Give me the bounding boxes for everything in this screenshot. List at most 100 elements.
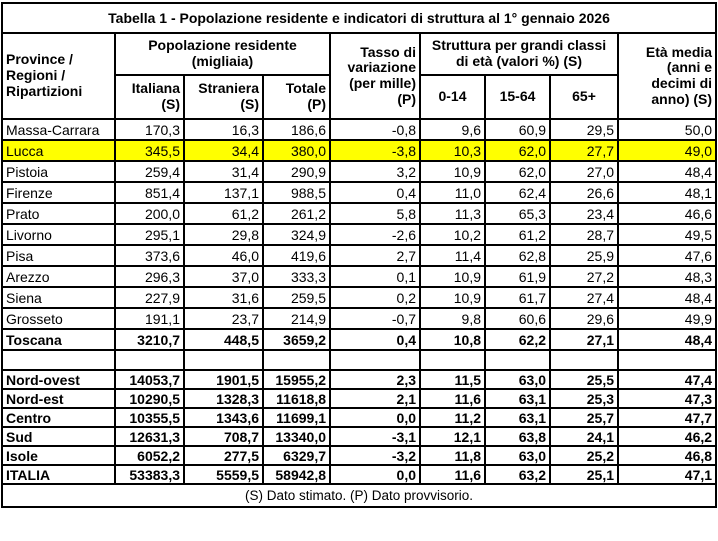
cell-tasso-variazione: 0,4 (329, 328, 421, 351)
cell-tasso-variazione: -3,2 (329, 445, 421, 466)
row-label: Siena (1, 286, 116, 309)
cell-eta-media: 47,6 (616, 244, 718, 267)
cell-totale: 333,3 (262, 265, 331, 288)
cell-totale: 3659,2 (262, 328, 331, 351)
empty-cell (114, 349, 185, 371)
cell-eta-15-64: 62,0 (484, 160, 551, 183)
cell-totale: 11699,1 (262, 407, 331, 428)
row-label: Sud (1, 426, 116, 447)
cell-eta-media: 46,2 (616, 426, 718, 447)
cell-eta-media: 49,0 (616, 139, 718, 162)
cell-straniera: 29,8 (183, 223, 264, 246)
cell-straniera: 16,3 (183, 118, 264, 141)
cell-eta-15-64: 60,6 (484, 307, 551, 330)
cell-eta-65plus: 25,9 (549, 244, 619, 267)
cell-totale: 419,6 (262, 244, 331, 267)
cell-eta-65plus: 27,4 (549, 286, 619, 309)
cell-eta-15-64: 63,1 (484, 388, 551, 409)
header-italiana: Italiana (S) (114, 74, 185, 120)
cell-italiana: 12631,3 (114, 426, 185, 447)
cell-italiana: 191,1 (114, 307, 185, 330)
cell-italiana: 170,3 (114, 118, 185, 141)
cell-eta-media: 48,4 (616, 328, 718, 351)
cell-italiana: 3210,7 (114, 328, 185, 351)
cell-totale: 261,2 (262, 202, 331, 225)
cell-eta-15-64: 61,9 (484, 265, 551, 288)
table-row: Massa-Carrara 170,3 16,3 186,6 -0,8 9,6 60,9 29… (1, 118, 718, 141)
cell-eta-media: 50,0 (616, 118, 718, 141)
cell-eta-65plus: 25,5 (549, 369, 619, 390)
row-label: Pisa (1, 244, 116, 267)
cell-eta-0-14: 11,2 (419, 407, 486, 428)
cell-eta-65plus: 24,1 (549, 426, 619, 447)
cell-tasso-variazione: -0,7 (329, 307, 421, 330)
cell-tasso-variazione: 0,2 (329, 286, 421, 309)
header-tasso-variazione: Tasso di variazione (per mille) (P) (329, 32, 421, 120)
cell-totale: 15955,2 (262, 369, 331, 390)
cell-eta-0-14: 11,6 (419, 388, 486, 409)
cell-eta-media: 47,4 (616, 369, 718, 390)
cell-eta-0-14: 12,1 (419, 426, 486, 447)
cell-eta-15-64: 62,0 (484, 139, 551, 162)
cell-italiana: 345,5 (114, 139, 185, 162)
table-row: Pisa 373,6 46,0 419,6 2,7 11,4 62,8 25,9 47,6 (1, 244, 718, 267)
table-row: Centro 10355,5 1343,6 11699,1 0,0 11,2 63,1 25,… (1, 407, 718, 428)
table-row: Nord-est 10290,5 1328,3 11618,8 2,1 11,6 63,1 2… (1, 388, 718, 409)
cell-eta-0-14: 11,8 (419, 445, 486, 466)
cell-eta-65plus: 29,5 (549, 118, 619, 141)
cell-eta-media: 48,4 (616, 160, 718, 183)
empty-cell (616, 349, 718, 371)
cell-straniera: 1901,5 (183, 369, 264, 390)
cell-totale: 11618,8 (262, 388, 331, 409)
cell-eta-15-64: 63,2 (484, 464, 551, 485)
cell-eta-media: 47,3 (616, 388, 718, 409)
cell-italiana: 6052,2 (114, 445, 185, 466)
header-totale: Totale (P) (262, 74, 331, 120)
cell-eta-0-14: 9,8 (419, 307, 486, 330)
cell-straniera: 23,7 (183, 307, 264, 330)
cell-eta-media: 49,5 (616, 223, 718, 246)
cell-eta-65plus: 25,7 (549, 407, 619, 428)
cell-eta-0-14: 11,4 (419, 244, 486, 267)
cell-tasso-variazione: 2,1 (329, 388, 421, 409)
cell-italiana: 851,4 (114, 181, 185, 204)
cell-tasso-variazione: 0,0 (329, 464, 421, 485)
header-eta-media: Età media (anni e decimi di anno) (S) (616, 32, 718, 120)
cell-eta-media: 48,4 (616, 286, 718, 309)
empty-cell (549, 349, 619, 371)
empty-cell (262, 349, 331, 371)
cell-eta-15-64: 62,8 (484, 244, 551, 267)
cell-tasso-variazione: 5,8 (329, 202, 421, 225)
cell-eta-15-64: 65,3 (484, 202, 551, 225)
row-label: Toscana (1, 328, 116, 351)
cell-straniera: 1343,6 (183, 407, 264, 428)
cell-italiana: 373,6 (114, 244, 185, 267)
row-label: ITALIA (1, 464, 116, 485)
cell-eta-0-14: 10,8 (419, 328, 486, 351)
header-age-0-14: 0-14 (419, 74, 486, 120)
cell-italiana: 53383,3 (114, 464, 185, 485)
cell-tasso-variazione: 3,2 (329, 160, 421, 183)
cell-eta-0-14: 10,9 (419, 265, 486, 288)
row-label: Massa-Carrara (1, 118, 116, 141)
table-row: Pistoia 259,4 31,4 290,9 3,2 10,9 62,0 27,0 48,4 (1, 160, 718, 183)
cell-italiana: 14053,7 (114, 369, 185, 390)
cell-eta-0-14: 11,6 (419, 464, 486, 485)
table-title: Tabella 1 - Popolazione residente e indi… (0, 2, 718, 34)
cell-eta-65plus: 23,4 (549, 202, 619, 225)
cell-straniera: 708,7 (183, 426, 264, 447)
cell-eta-65plus: 25,2 (549, 445, 619, 466)
cell-italiana: 10290,5 (114, 388, 185, 409)
header-province: Province / Regioni / Ripartizioni (1, 32, 116, 120)
cell-tasso-variazione: -0,8 (329, 118, 421, 141)
empty-cell (484, 349, 551, 371)
cell-tasso-variazione: 2,7 (329, 244, 421, 267)
row-label: Grosseto (1, 307, 116, 330)
cell-eta-15-64: 63,1 (484, 407, 551, 428)
spacer-row (1, 349, 718, 371)
cell-totale: 324,9 (262, 223, 331, 246)
row-label: Lucca (1, 139, 116, 162)
cell-totale: 290,9 (262, 160, 331, 183)
cell-tasso-variazione: 0,1 (329, 265, 421, 288)
